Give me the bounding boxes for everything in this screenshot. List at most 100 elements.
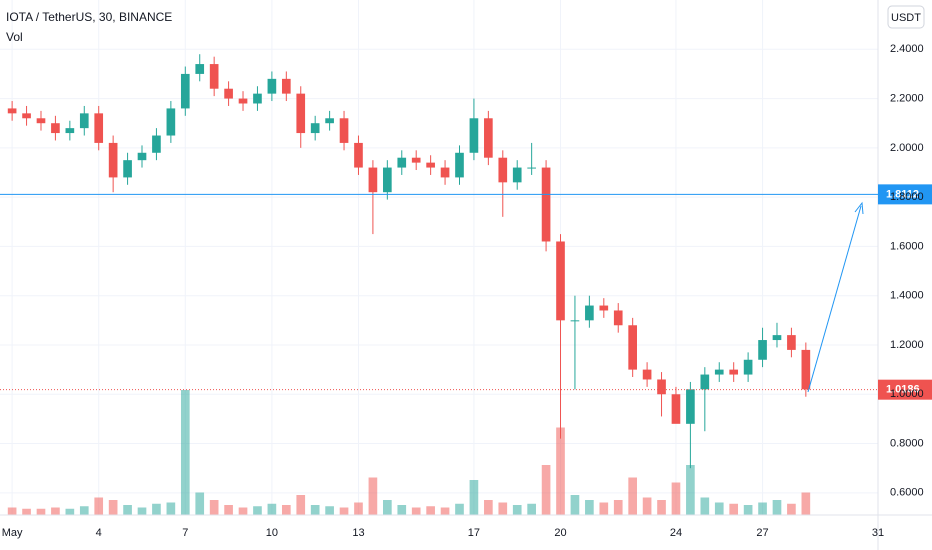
price-label: 1.8112 (886, 188, 919, 200)
y-tick-label: 1.0000 (890, 388, 924, 400)
candle-body (253, 93, 262, 104)
candle-body (51, 123, 60, 134)
volume-bar (137, 507, 147, 515)
candle-body (686, 389, 695, 424)
volume-bar (339, 507, 349, 515)
volume-bar (585, 500, 594, 515)
x-tick-label: 7 (182, 527, 188, 539)
candle-body (310, 123, 320, 134)
candle-body (801, 349, 811, 390)
currency-button[interactable] (887, 5, 925, 29)
volume-bar (79, 506, 89, 515)
volume-bar (440, 507, 450, 515)
candle-body (267, 78, 277, 94)
volume-bar (527, 503, 536, 515)
candle-body (729, 369, 739, 375)
y-tick-label: 1.2000 (890, 339, 924, 351)
volume-bar (498, 502, 508, 515)
volume-bar (180, 390, 190, 515)
candle-body (585, 305, 594, 321)
candle-body (296, 93, 306, 134)
candle-body (772, 335, 782, 341)
volume-bar (65, 508, 75, 515)
volume-bar (22, 508, 31, 515)
volume-bar (253, 506, 262, 515)
volume-bar (657, 500, 666, 515)
volume-bar (455, 503, 464, 515)
volume-bar (51, 507, 60, 515)
grid (0, 0, 879, 515)
candle-body (7, 108, 17, 114)
candle-body (700, 374, 710, 390)
y-tick-label: 1.4000 (890, 290, 924, 302)
volume-bar (772, 500, 782, 515)
candle-body (440, 167, 450, 178)
volume-bar (512, 505, 522, 515)
indicator-label: Vol (6, 30, 23, 44)
candle-body (224, 88, 233, 99)
volume-bar (801, 492, 811, 515)
candle-body (657, 379, 666, 395)
candle-body (455, 152, 464, 178)
candle-body (79, 113, 89, 129)
y-tick-label: 1.8000 (890, 191, 924, 203)
candle-body (426, 162, 435, 168)
candle-body (469, 118, 479, 153)
x-tick-label: 10 (266, 527, 278, 539)
candle-body (628, 325, 637, 370)
candle-body (671, 394, 681, 424)
x-tick-label: 20 (554, 527, 566, 539)
volume-bar (599, 502, 609, 515)
volume-bar (426, 506, 435, 515)
volume-bar (195, 492, 205, 515)
volume-bar (310, 505, 320, 515)
volume-bar (628, 477, 637, 515)
volume-bar (613, 500, 623, 515)
x-tick-label: 17 (468, 527, 480, 539)
candle-body (556, 241, 565, 321)
volume-bar (397, 505, 407, 515)
candle-body (108, 142, 118, 178)
volume-bar (281, 505, 291, 515)
arrow-shaft (807, 205, 862, 393)
candle-body (527, 167, 536, 169)
candle-body (339, 118, 349, 143)
candle-body (758, 340, 767, 360)
x-tick-label: 27 (756, 527, 768, 539)
price-label-box (878, 184, 932, 205)
x-tick-label: 24 (670, 527, 682, 539)
volume-bar (758, 502, 767, 515)
volume-bar (325, 506, 334, 515)
candle-body (613, 310, 623, 326)
volume-bar (787, 503, 796, 515)
candle-body (281, 78, 291, 94)
volume-bar (238, 507, 248, 515)
candle-body (238, 98, 248, 104)
y-tick-label: 0.6000 (890, 487, 924, 499)
candle-body (541, 167, 551, 242)
volume-bar (267, 503, 277, 515)
candle-body (498, 157, 508, 183)
volume-bar (469, 480, 479, 515)
volume-bar (642, 497, 652, 515)
candle-body (65, 128, 75, 134)
y-tick-label: 2.2000 (890, 92, 924, 104)
candle-body (411, 157, 421, 163)
candles (7, 54, 811, 469)
volume-bar (123, 505, 132, 515)
volume-bar (209, 500, 219, 515)
y-tick-label: 2.0000 (890, 142, 924, 154)
candle-body (94, 113, 104, 143)
axes: 0.6000 0.8000 1.0000 1.2000 1.4000 1.6000 1.80… (2, 43, 924, 539)
candle-body (787, 335, 796, 350)
candle-body (325, 118, 334, 124)
price-label: 1.0186 (886, 384, 920, 396)
volume-bar (541, 465, 551, 515)
volume-bar (36, 508, 46, 515)
arrow-head (854, 201, 864, 215)
price-lines: 1.8112 1.0186 (0, 184, 932, 400)
volume-bar (556, 427, 565, 515)
candle-body (599, 305, 609, 311)
candle-body (743, 359, 753, 375)
candle-body (195, 64, 205, 74)
